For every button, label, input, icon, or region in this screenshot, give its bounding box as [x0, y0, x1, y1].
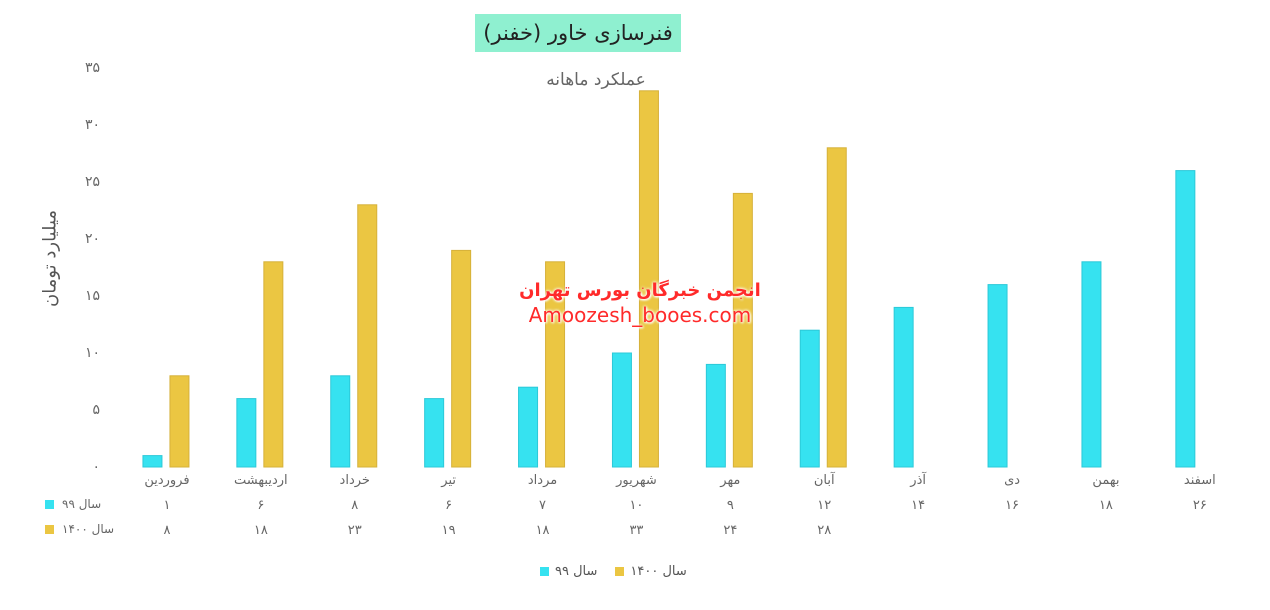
x-tick-label: آذر	[909, 471, 927, 488]
data-table-value: ۱۸	[254, 523, 268, 538]
x-tick-label: تیر	[440, 473, 456, 488]
data-table-value: ۶	[445, 498, 452, 513]
x-tick-label: مهر	[719, 473, 740, 488]
bar	[263, 261, 284, 468]
table-legend-series-2: سال ۱۴۰۰	[45, 522, 114, 536]
y-tick-label: ۳۰	[85, 117, 100, 133]
legend-swatch	[540, 567, 549, 576]
data-table-value: ۱۴	[911, 498, 925, 513]
data-table-value: ۷	[539, 498, 546, 513]
data-table-value: ۸	[163, 523, 170, 538]
data-table-value: ۱۸	[536, 523, 550, 538]
bar	[987, 284, 1008, 468]
chart-title-text: فنرسازی خاور (خفنر)	[483, 21, 673, 45]
legend-label: سال ۹۹	[555, 564, 598, 579]
y-tick-label: ۰	[92, 459, 100, 475]
data-table-value: ۲۶	[1193, 498, 1207, 513]
y-tick-label: ۵	[92, 402, 100, 418]
data-table-value: ۸	[351, 498, 358, 513]
x-tick-label: مرداد	[528, 473, 557, 488]
chart-legend: سال ۹۹ سال ۱۴۰۰	[540, 564, 687, 579]
data-table-value: ۶	[257, 498, 264, 513]
bar	[732, 192, 753, 468]
series-2-swatch	[45, 524, 54, 534]
table-legend-label: سال ۱۴۰۰	[62, 522, 115, 536]
chart-subtitle: عملکرد ماهانه	[546, 70, 646, 90]
y-tick-label: ۲۰	[85, 231, 100, 247]
bar	[451, 249, 472, 468]
bar	[357, 204, 378, 468]
x-tick-label: اسفند	[1184, 473, 1216, 488]
y-tick-label: ۱۰	[85, 345, 100, 361]
bar	[236, 398, 257, 468]
data-table-value: ۲۴	[723, 523, 737, 538]
x-tick-label: فروردین	[144, 473, 189, 488]
data-table-value: ۱۰	[629, 498, 643, 513]
x-tick-label: آبان	[814, 471, 836, 488]
chart-title: فنرسازی خاور (خفنر)	[475, 14, 681, 52]
table-legend-series-1: سال ۹۹	[45, 497, 101, 511]
bar	[893, 306, 914, 468]
x-tick-label: خرداد	[340, 473, 370, 488]
y-tick-label: ۳۵	[85, 60, 100, 76]
y-tick-label: ۲۵	[85, 174, 100, 190]
legend-item-series-1[interactable]: سال ۹۹	[540, 564, 597, 579]
bar	[1081, 261, 1102, 468]
bar	[169, 375, 190, 468]
data-table-value: ۱۹	[442, 523, 456, 538]
y-axis-label: میلیارد تومان	[39, 209, 61, 308]
data-table-value: ۲۳	[348, 523, 362, 538]
y-tick-label: ۱۵	[85, 288, 100, 304]
legend-swatch	[615, 567, 625, 576]
bar	[826, 147, 847, 468]
x-tick-label: دی	[1004, 473, 1020, 488]
series-1-swatch	[45, 499, 54, 509]
data-table-value: ۱۶	[1005, 498, 1019, 513]
legend-label: سال ۱۴۰۰	[630, 564, 687, 579]
bar	[330, 375, 351, 468]
bar	[705, 363, 726, 468]
x-tick-label: اردیبهشت	[234, 473, 288, 488]
bar	[518, 386, 539, 468]
table-legend-label: سال ۹۹	[62, 497, 102, 511]
data-table-value: ۹	[727, 498, 734, 513]
x-tick-label: شهریور	[615, 473, 657, 488]
x-tick-label: بهمن	[1092, 473, 1119, 488]
legend-item-series-2[interactable]: سال ۱۴۰۰	[615, 564, 687, 579]
data-table-value: ۱۸	[1099, 498, 1113, 513]
data-table-value: ۱۲	[817, 498, 831, 513]
bar	[142, 455, 163, 468]
bar	[799, 329, 820, 468]
bar	[424, 398, 445, 468]
data-table-value: ۲۸	[817, 523, 831, 538]
bar	[638, 90, 659, 468]
data-table-value: ۳۳	[629, 523, 643, 538]
bar	[611, 352, 632, 468]
bar	[1175, 170, 1196, 468]
data-table-value: ۱	[163, 498, 170, 513]
bar	[545, 261, 566, 468]
